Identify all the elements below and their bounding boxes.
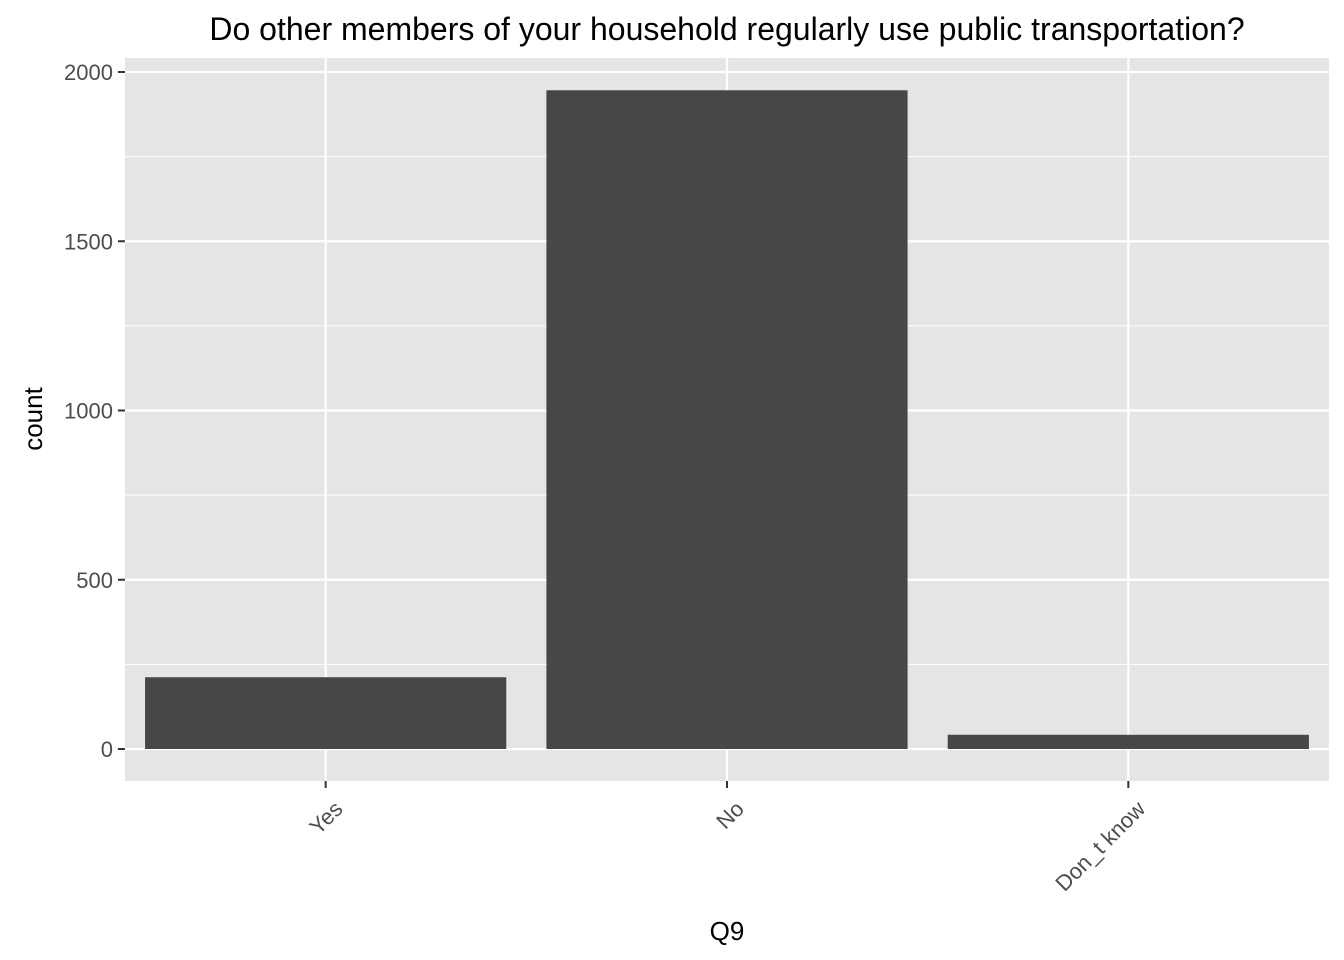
x-tick-label: Yes: [304, 796, 347, 839]
x-tick-label: No: [711, 796, 749, 834]
bar-don-t-know: [947, 734, 1309, 749]
bar-yes: [145, 677, 507, 749]
x-tick-label: Don_t know: [1050, 796, 1150, 896]
y-axis-title: count: [18, 386, 48, 450]
y-axis: 0 500 1000 1500 2000: [64, 60, 125, 762]
y-tick-label: 1500: [64, 229, 113, 254]
bar-no: [546, 90, 908, 750]
y-tick-label: 2000: [64, 60, 113, 85]
y-tick-label: 1000: [64, 399, 113, 424]
x-axis: Yes No Don_t know: [304, 781, 1150, 896]
x-axis-title: Q9: [710, 916, 745, 946]
y-tick-label: 0: [101, 737, 113, 762]
chart-title: Do other members of your household regul…: [209, 11, 1244, 47]
bars: [145, 90, 1309, 750]
y-tick-label: 500: [76, 568, 113, 593]
